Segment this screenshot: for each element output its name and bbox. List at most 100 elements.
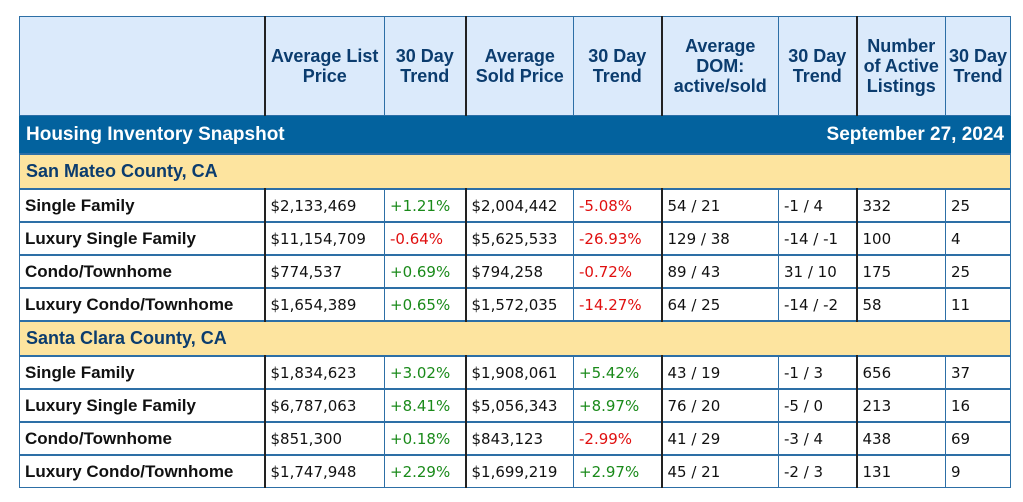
col-header-dom: Average DOM: active/sold [661, 16, 779, 116]
dom-trend: 31 / 10 [778, 254, 858, 289]
col-header-listings-trend: 30 Day Trend [945, 16, 1011, 116]
active-listings: 656 [856, 355, 946, 390]
row-type: Single Family [19, 188, 266, 223]
sold-price: $843,123 [465, 421, 574, 456]
listings-trend: 25 [945, 188, 1011, 223]
table-row: Single Family $1,834,623 +3.02% $1,908,061 +… [19, 355, 1011, 390]
row-type: Luxury Condo/Townhome [19, 454, 266, 488]
sold-trend: +5.42% [573, 355, 663, 390]
table-row: Condo/Townhome $774,537 +0.69% $794,258 -0.7… [19, 254, 1011, 289]
snapshot-date: September 27, 2024 [661, 115, 1011, 155]
dom: 41 / 29 [661, 421, 779, 456]
list-trend: +2.29% [384, 454, 467, 488]
county-row: Santa Clara County, CA [19, 320, 1011, 357]
sold-trend: +2.97% [573, 454, 663, 488]
table-row: Luxury Condo/Townhome $1,747,948 +2.29% $1,… [19, 454, 1011, 488]
listings-trend: 4 [945, 221, 1011, 256]
sold-trend: -2.99% [573, 421, 663, 456]
listings-trend: 25 [945, 254, 1011, 289]
listings-trend: 69 [945, 421, 1011, 456]
active-listings: 58 [856, 287, 946, 322]
table-row: Single Family $2,133,469 +1.21% $2,004,442-… [19, 188, 1011, 223]
dom: 54 / 21 [661, 188, 779, 223]
county-name: Santa Clara County, CA [19, 320, 1011, 357]
list-price: $1,654,389 [264, 287, 385, 322]
table-row: Luxury Single Family $6,787,063 +8.41% $5,0… [19, 388, 1011, 423]
sold-trend: -26.93% [573, 221, 663, 256]
county-row: San Mateo County, CA [19, 153, 1011, 190]
list-trend: -0.64% [384, 221, 467, 256]
dom: 43 / 19 [661, 355, 779, 390]
row-type: Single Family [19, 355, 266, 390]
inventory-snapshot: Housing Inventory Snapshot September 27,… [19, 16, 1011, 488]
dom: 129 / 38 [661, 221, 779, 256]
dom-trend: -14 / -1 [778, 221, 858, 256]
list-price: $11,154,709 [264, 221, 385, 256]
list-price: $2,133,469 [264, 188, 385, 223]
dom-trend: -5 / 0 [778, 388, 858, 423]
list-trend: +8.41% [384, 388, 467, 423]
active-listings: 100 [856, 221, 946, 256]
active-listings: 332 [856, 188, 946, 223]
dom: 45 / 21 [661, 454, 779, 488]
dom: 64 / 25 [661, 287, 779, 322]
dom-trend: -1 / 4 [778, 188, 858, 223]
column-header-row: Average List Price 30 Day Trend Average … [19, 16, 1011, 116]
sold-price: $5,625,533 [465, 221, 574, 256]
dom-trend: -1 / 3 [778, 355, 858, 390]
row-type: Luxury Single Family [19, 388, 266, 423]
col-header-sold-price: Average Sold Price [465, 16, 574, 116]
list-price: $6,787,063 [264, 388, 385, 423]
col-header-type [19, 16, 266, 116]
dom-trend: -14 / -2 [778, 287, 858, 322]
list-price: $1,834,623 [264, 355, 385, 390]
dom: 89 / 43 [661, 254, 779, 289]
col-header-list-trend: 30 Day Trend [384, 16, 467, 116]
dom: 76 / 20 [661, 388, 779, 423]
table-row: Luxury Single Family $11,154,709 -0.64% $5,… [19, 221, 1011, 256]
col-header-sold-trend: 30 Day Trend [573, 16, 663, 116]
active-listings: 175 [856, 254, 946, 289]
row-type: Luxury Single Family [19, 221, 266, 256]
sold-price: $1,572,035 [465, 287, 574, 322]
list-trend: +0.65% [384, 287, 467, 322]
table-body: San Mateo County, CA Single Family $2,133,… [19, 153, 1011, 488]
table-row: Condo/Townhome $851,300 +0.18% $843,123 -2.9… [19, 421, 1011, 456]
table-title: Housing Inventory Snapshot [19, 115, 662, 155]
listings-trend: 37 [945, 355, 1011, 390]
sold-trend: +8.97% [573, 388, 663, 423]
col-header-list-price: Average List Price [264, 16, 385, 116]
list-price: $1,747,948 [264, 454, 385, 488]
row-type: Luxury Condo/Townhome [19, 287, 266, 322]
col-header-listings: Number of Active Listings [856, 16, 946, 116]
listings-trend: 9 [945, 454, 1011, 488]
list-price: $851,300 [264, 421, 385, 456]
title-bar: Housing Inventory Snapshot September 27,… [19, 115, 1011, 155]
county-name: San Mateo County, CA [19, 153, 1011, 190]
col-header-dom-trend: 30 Day Trend [778, 16, 858, 116]
table-row: Luxury Condo/Townhome $1,654,389 +0.65% $1,… [19, 287, 1011, 322]
list-trend: +3.02% [384, 355, 467, 390]
sold-trend: -5.08% [573, 188, 663, 223]
sold-price: $1,908,061 [465, 355, 574, 390]
list-trend: +1.21% [384, 188, 467, 223]
list-trend: +0.69% [384, 254, 467, 289]
sold-price: $5,056,343 [465, 388, 574, 423]
active-listings: 213 [856, 388, 946, 423]
listings-trend: 11 [945, 287, 1011, 322]
list-price: $774,537 [264, 254, 385, 289]
active-listings: 131 [856, 454, 946, 488]
list-trend: +0.18% [384, 421, 467, 456]
dom-trend: -3 / 4 [778, 421, 858, 456]
dom-trend: -2 / 3 [778, 454, 858, 488]
sold-trend: -14.27% [573, 287, 663, 322]
sold-trend: -0.72% [573, 254, 663, 289]
inventory-table: Housing Inventory Snapshot September 27,… [19, 16, 1011, 488]
active-listings: 438 [856, 421, 946, 456]
row-type: Condo/Townhome [19, 254, 266, 289]
sold-price: $2,004,442 [465, 188, 574, 223]
row-type: Condo/Townhome [19, 421, 266, 456]
sold-price: $794,258 [465, 254, 574, 289]
listings-trend: 16 [945, 388, 1011, 423]
sold-price: $1,699,219 [465, 454, 574, 488]
